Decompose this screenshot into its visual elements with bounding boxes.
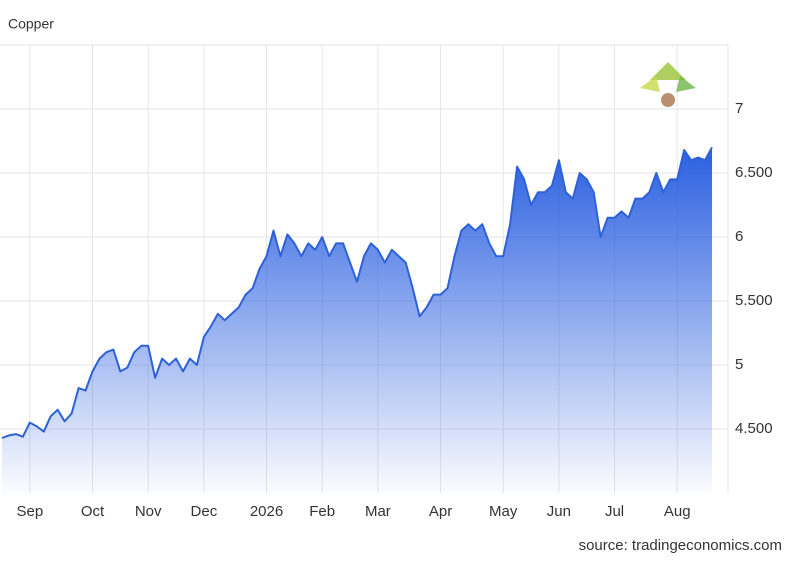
x-tick-label: Mar [365, 503, 391, 520]
x-tick-label: Jul [605, 503, 624, 520]
y-tick-label: 4.500 [735, 420, 773, 437]
x-tick-label: Feb [309, 503, 335, 520]
chart-title: Copper [8, 16, 54, 32]
x-tick-label: Dec [191, 503, 218, 520]
y-tick-label: 5.500 [735, 292, 773, 309]
x-tick-label: Apr [429, 503, 452, 520]
y-tick-label: 5 [735, 356, 743, 373]
x-tick-label: Aug [664, 503, 691, 520]
y-tick-label: 6 [735, 228, 743, 245]
x-tick-label: 2026 [250, 503, 283, 520]
y-tick-label: 7 [735, 100, 743, 117]
x-tick-label: Nov [135, 503, 162, 520]
line [1, 146, 713, 439]
y-tick-label: 6.500 [735, 164, 773, 181]
area [2, 147, 712, 493]
x-tick-label: Sep [16, 503, 43, 520]
x-tick-label: Oct [81, 503, 105, 520]
x-tick-label: Jun [547, 503, 571, 520]
x-tick-label: May [489, 503, 518, 520]
logo [640, 62, 696, 107]
source: source: tradingeconomics.com [579, 537, 782, 554]
